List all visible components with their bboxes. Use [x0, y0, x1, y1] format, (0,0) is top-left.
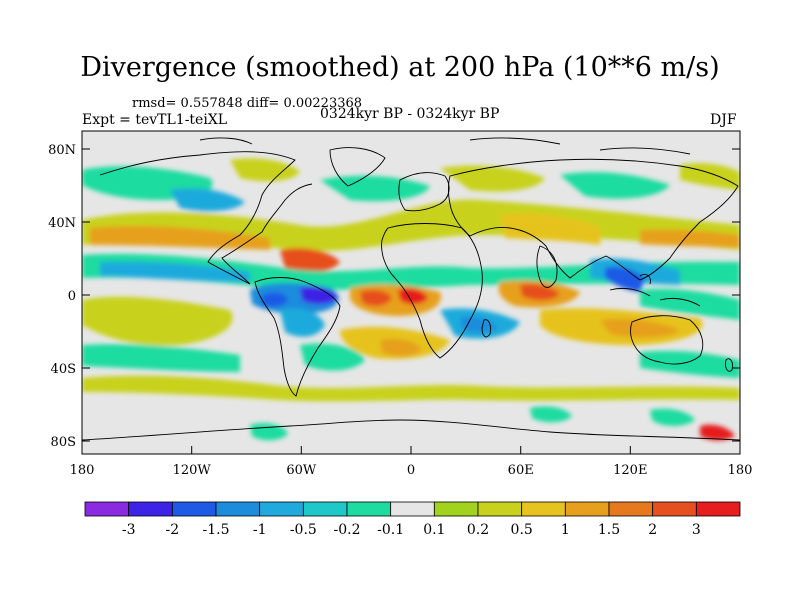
colorbar-swatch	[608, 501, 654, 517]
season-label: DJF	[710, 112, 737, 128]
lon-label-0: 0	[407, 463, 415, 478]
divergence-field	[82, 137, 740, 441]
colorbar-label: 0.5	[511, 522, 533, 538]
lat-label-80n: 80N	[48, 143, 76, 158]
colorbar: -3 -2 -1.5 -1 -0.5 -0.2 -0.1 0.1 0.2 0.5 1 1.5 2 3	[84, 501, 741, 538]
colorbar-label: -3	[122, 522, 136, 538]
colorbar-label: -0.1	[377, 522, 404, 538]
colorbar-label: 1	[561, 522, 570, 538]
colorbar-swatch	[302, 501, 348, 517]
colorbar-label: -0.5	[290, 522, 317, 538]
colorbar-swatch	[84, 501, 130, 517]
experiment-label: Expt = tevTL1-teiXL	[82, 112, 228, 128]
colorbar-swatch	[433, 501, 479, 517]
colorbar-swatch	[521, 501, 566, 517]
colorbar-label: 0.2	[467, 522, 489, 538]
lon-label-180e: 180	[728, 463, 753, 478]
colorbar-label: -2	[166, 522, 180, 538]
lat-label-80s: 80S	[51, 435, 76, 450]
map-title: Divergence (smoothed) at 200 hPa (10**6 …	[80, 52, 720, 83]
lat-label-0: 0	[68, 289, 76, 304]
colorbar-swatch	[171, 501, 217, 517]
colorbar-label: 2	[648, 522, 657, 538]
colorbar-swatch	[695, 501, 741, 517]
lon-label-180w: 180	[70, 463, 95, 478]
colorbar-swatch	[259, 501, 304, 517]
colorbar-label: -1.5	[203, 522, 230, 538]
colorbar-label: 0.1	[423, 522, 445, 538]
lat-label-40s: 40S	[51, 362, 76, 377]
colorbar-swatch	[215, 501, 261, 517]
lon-label-60w: 60W	[286, 463, 317, 478]
period-label: 0324kyr BP - 0324kyr BP	[320, 106, 500, 122]
colorbar-swatch	[346, 501, 392, 517]
lon-label-60e: 60E	[508, 463, 534, 478]
colorbar-swatch	[128, 501, 173, 517]
lat-label-40n: 40N	[48, 216, 76, 231]
colorbar-swatch	[652, 501, 697, 517]
colorbar-swatch	[564, 501, 610, 517]
coastlines	[82, 137, 740, 441]
lon-label-120w: 120W	[173, 463, 212, 478]
lon-label-120e: 120E	[613, 463, 647, 478]
colorbar-label: 3	[692, 522, 701, 538]
colorbar-label: -1	[253, 522, 267, 538]
colorbar-label: 1.5	[598, 522, 620, 538]
colorbar-swatch	[477, 501, 523, 517]
stats-text: rmsd= 0.557848 diff= 0.00223368	[132, 96, 363, 111]
colorbar-swatch	[390, 501, 435, 517]
colorbar-label: -0.2	[334, 522, 361, 538]
